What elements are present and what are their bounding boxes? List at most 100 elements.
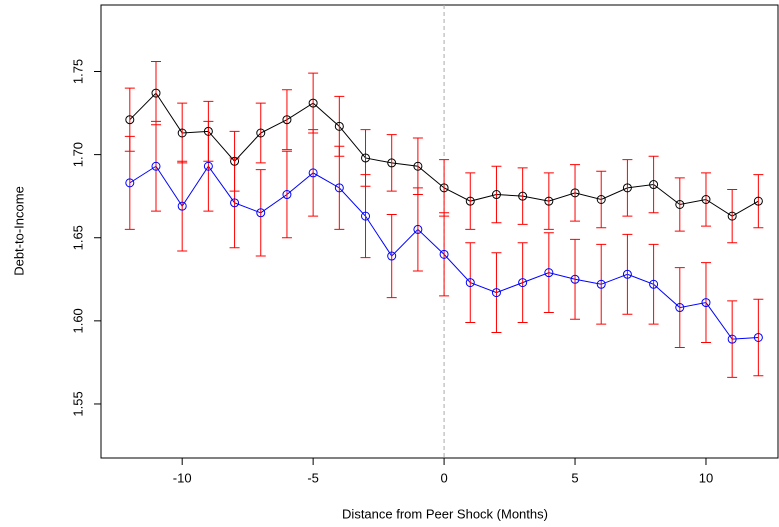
x-tick-label: -10 <box>173 470 192 485</box>
point <box>282 115 292 125</box>
point <box>230 156 240 166</box>
error-bar <box>150 120 161 212</box>
point <box>125 115 135 125</box>
error-bar <box>543 172 554 230</box>
point <box>334 121 344 131</box>
error-bar <box>177 160 188 252</box>
point <box>544 268 554 278</box>
error-bar <box>124 135 135 230</box>
point <box>596 279 606 289</box>
point <box>753 196 763 206</box>
error-bar <box>281 150 292 239</box>
error-bar <box>700 172 711 227</box>
point <box>387 251 397 261</box>
point <box>701 194 711 204</box>
y-tick-label: 1.60 <box>70 308 85 333</box>
error-bar <box>727 189 738 244</box>
point <box>177 128 187 138</box>
point <box>125 178 135 188</box>
x-axis-label: Distance from Peer Shock (Months) <box>342 506 548 521</box>
point <box>203 126 213 136</box>
point <box>387 158 397 168</box>
error-bar <box>648 243 659 325</box>
error-bar <box>281 89 292 151</box>
point <box>727 211 737 221</box>
point <box>518 191 528 201</box>
x-tick-label: 10 <box>699 470 713 485</box>
point <box>753 332 763 342</box>
error-bar <box>229 157 240 249</box>
error-bar <box>622 159 633 217</box>
error-bar <box>386 213 397 299</box>
error-bar <box>570 164 581 222</box>
error-bar <box>727 300 738 378</box>
point <box>701 298 711 308</box>
point <box>413 161 423 171</box>
error-bar <box>360 174 371 259</box>
error-bar <box>753 174 764 229</box>
error-bar <box>308 129 319 217</box>
error-bar <box>439 212 450 297</box>
y-tick-label: 1.70 <box>70 142 85 167</box>
point <box>570 274 580 284</box>
x-tick-label: 5 <box>571 470 578 485</box>
error-bar <box>674 177 685 232</box>
error-bar <box>386 134 397 192</box>
y-tick-label: 1.65 <box>70 225 85 250</box>
error-bar <box>412 187 423 272</box>
point <box>439 183 449 193</box>
point <box>675 199 685 209</box>
y-tick-label: 1.55 <box>70 391 85 416</box>
point <box>622 183 632 193</box>
point <box>413 224 423 234</box>
error-bar <box>255 169 266 257</box>
error-bar <box>517 242 528 324</box>
point <box>439 249 449 259</box>
point <box>465 278 475 288</box>
error-bar <box>517 167 528 225</box>
point <box>465 196 475 206</box>
point <box>177 201 187 211</box>
point <box>675 303 685 313</box>
point <box>361 211 371 221</box>
y-tick-label: 1.75 <box>70 59 85 84</box>
x-tick-label: -5 <box>307 470 319 485</box>
point <box>727 334 737 344</box>
point <box>230 198 240 208</box>
y-axis-label: Debt-to-Income <box>11 186 26 276</box>
error-bar <box>203 120 214 212</box>
point <box>491 288 501 298</box>
error-bar <box>674 267 685 348</box>
point <box>334 183 344 193</box>
point <box>256 128 266 138</box>
plot-box <box>100 4 779 459</box>
error-bar <box>700 262 711 343</box>
point <box>361 153 371 163</box>
point <box>203 161 213 171</box>
error-bar <box>543 232 554 314</box>
error-bar <box>334 145 345 230</box>
point <box>518 278 528 288</box>
point <box>282 190 292 200</box>
point <box>596 194 606 204</box>
point <box>649 180 659 190</box>
point <box>544 196 554 206</box>
error-bar <box>465 172 476 230</box>
point <box>570 188 580 198</box>
point <box>151 161 161 171</box>
error-bar <box>622 233 633 315</box>
point <box>491 190 501 200</box>
error-bar <box>648 155 659 214</box>
point <box>151 88 161 98</box>
error-bar <box>596 170 607 229</box>
error-bar <box>465 242 476 324</box>
error-bar <box>491 252 502 333</box>
point <box>308 98 318 108</box>
point <box>622 269 632 279</box>
error-bar <box>596 243 607 325</box>
error-bar <box>753 298 764 377</box>
error-bar <box>491 165 502 224</box>
x-tick-label: 0 <box>440 470 447 485</box>
point <box>256 208 266 218</box>
